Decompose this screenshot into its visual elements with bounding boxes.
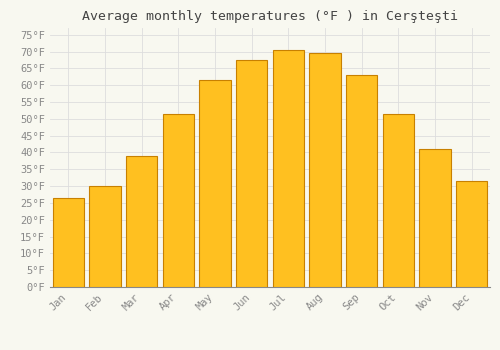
Bar	[273, 50, 304, 287]
Bar	[126, 156, 157, 287]
Bar	[310, 53, 340, 287]
Bar	[53, 198, 84, 287]
Bar	[456, 181, 487, 287]
Bar	[236, 60, 267, 287]
Bar	[382, 114, 414, 287]
Bar	[346, 75, 378, 287]
Bar	[90, 186, 120, 287]
Bar	[420, 149, 450, 287]
Bar	[200, 80, 230, 287]
Title: Average monthly temperatures (°F ) in Cerşteşti: Average monthly temperatures (°F ) in Ce…	[82, 10, 458, 23]
Bar	[163, 114, 194, 287]
